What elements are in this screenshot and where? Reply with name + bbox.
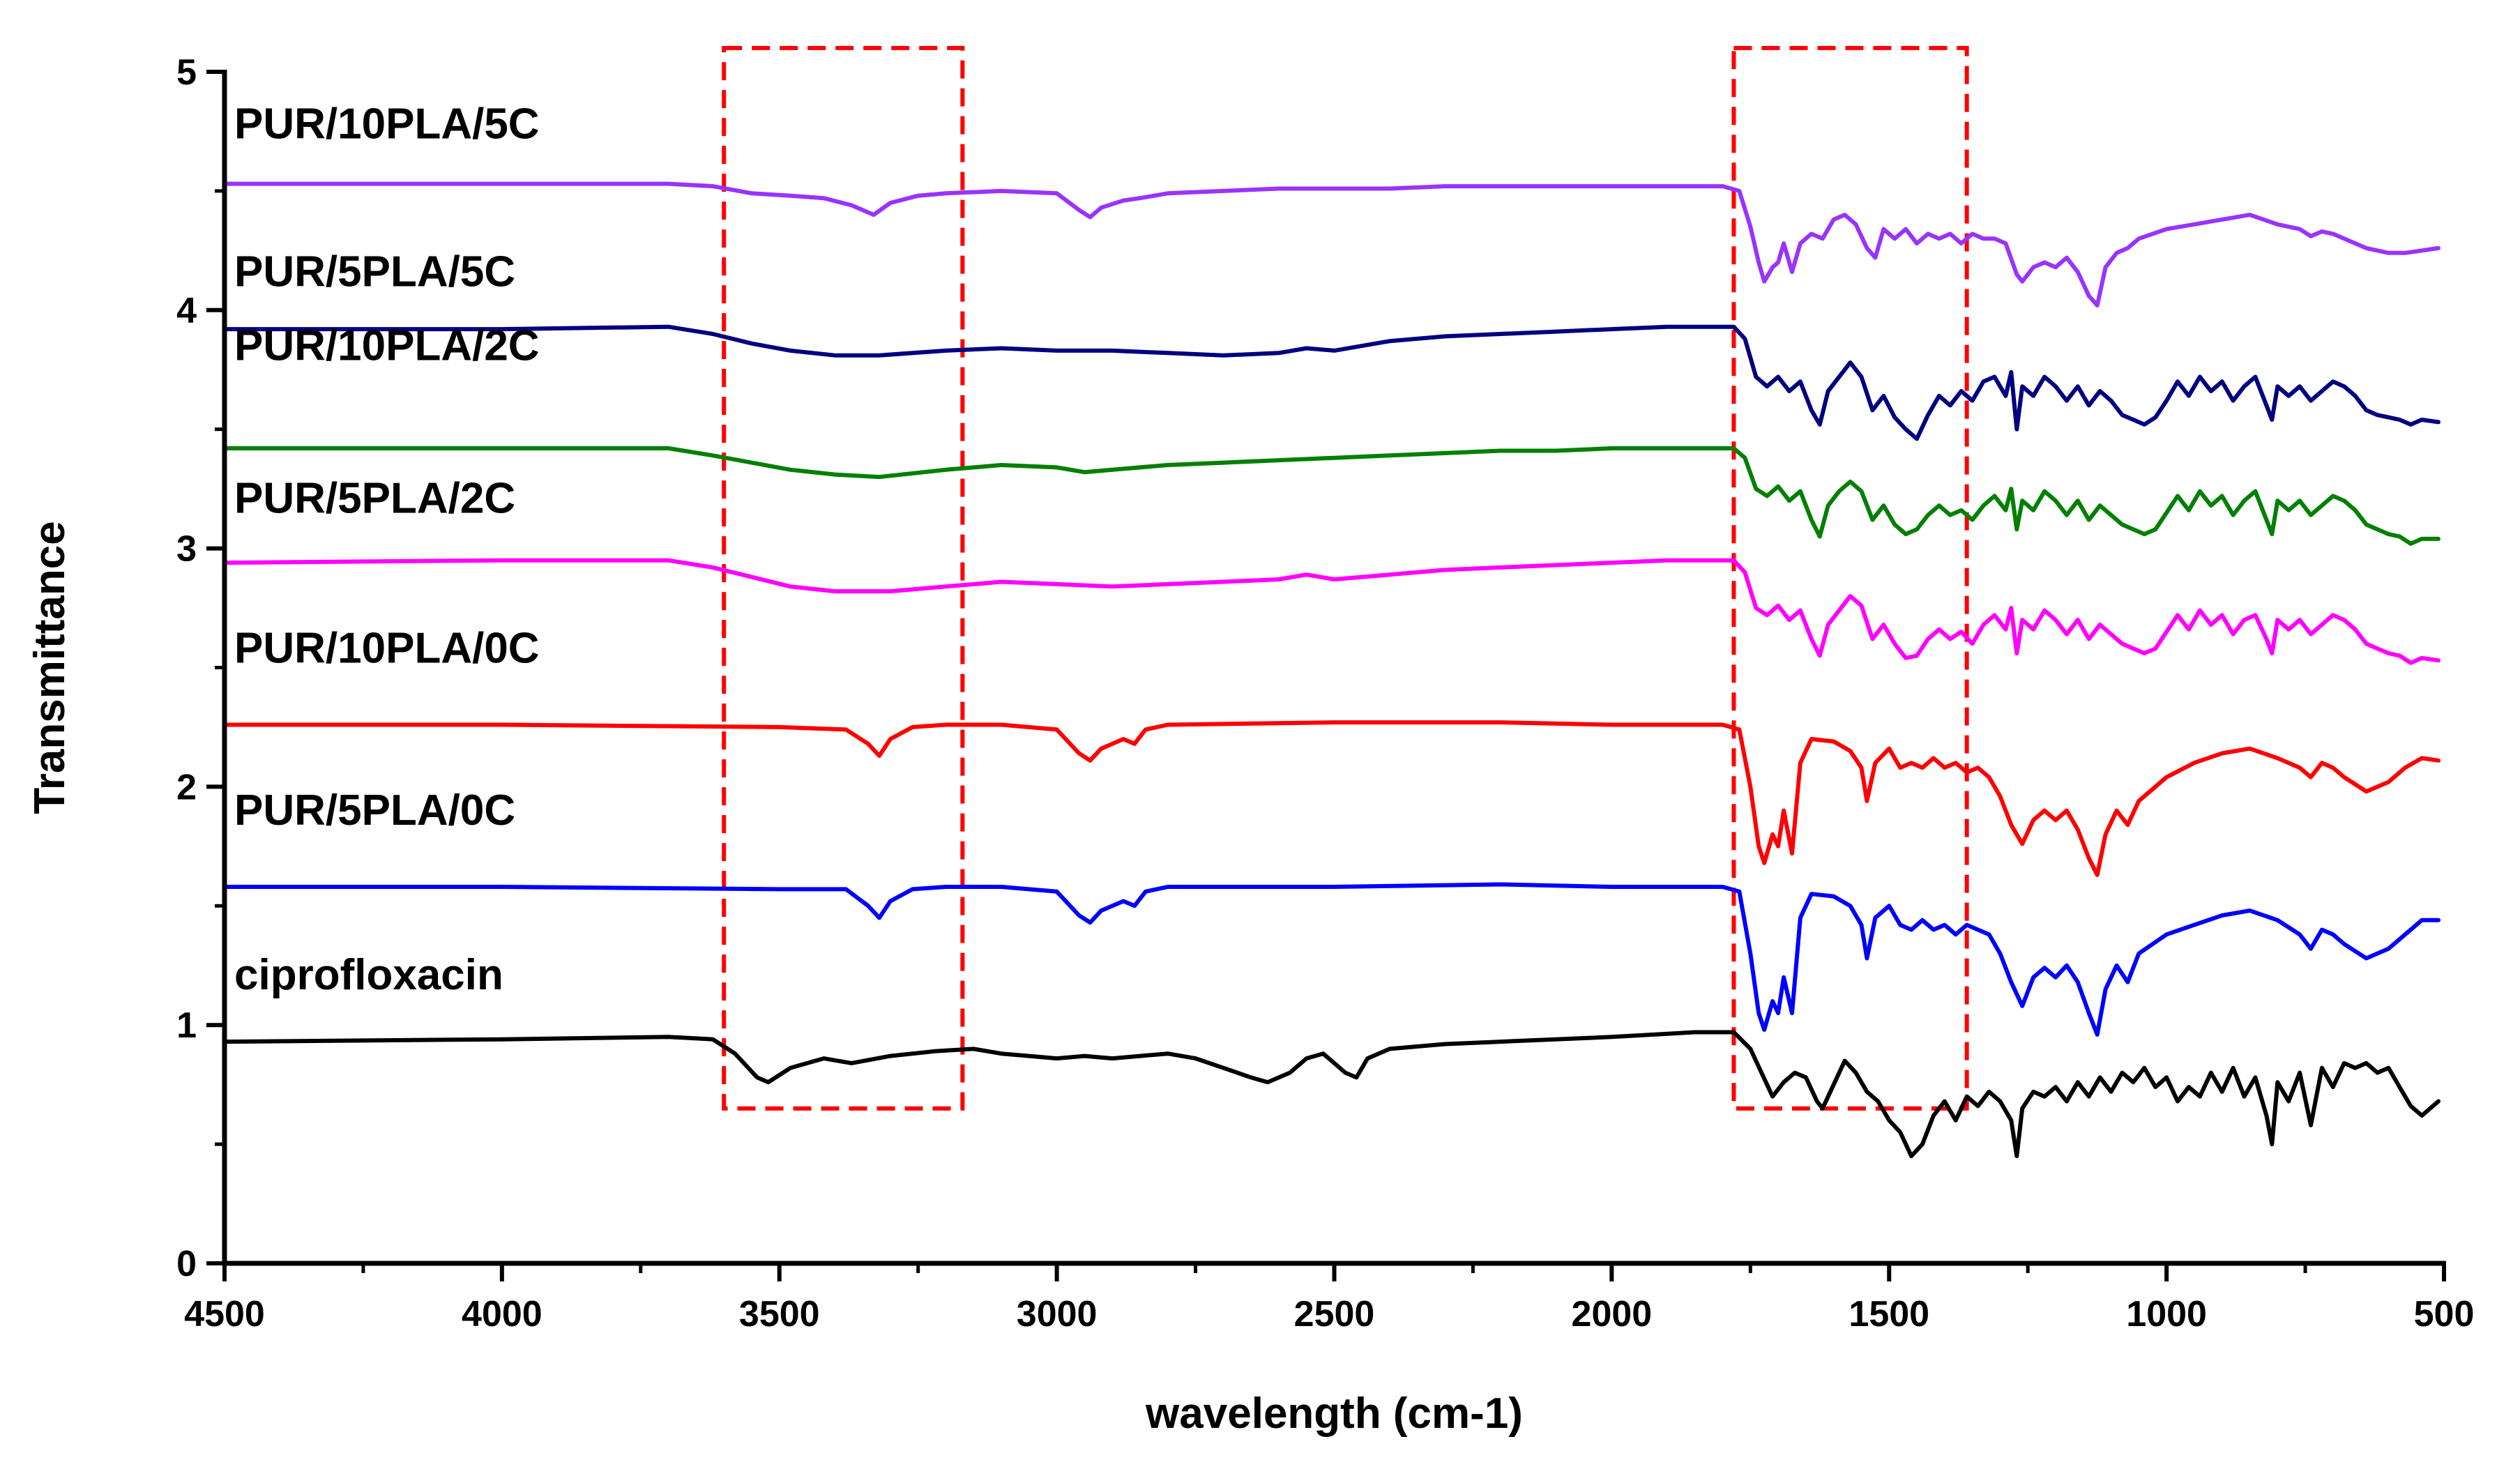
y-ticks-layer: 0 1 2 3 4 5	[176, 52, 225, 1284]
y-tick-label: 3	[176, 529, 197, 570]
series-label-pur-5pla-2c: PUR/5PLA/2C	[234, 474, 515, 522]
series-label-pur-10pla-0c: PUR/10PLA/0C	[234, 625, 540, 673]
series-labels-layer: ciprofloxacin PUR/5PLA/0C PUR/10PLA/0C PUR/…	[234, 100, 540, 999]
x-tick-label: 500	[2414, 1294, 2475, 1334]
y-tick-label: 1	[176, 1005, 197, 1046]
series-label-pur-10pla-2c: PUR/10PLA/2C	[234, 322, 540, 370]
y-tick-label: 0	[176, 1244, 197, 1284]
series-line-ciprofloxacin	[222, 1030, 2441, 1159]
x-axis-title: wavelength (cm-1)	[1145, 1390, 1523, 1438]
series-line-pur-10pla-2c	[222, 446, 2441, 546]
x-tick-label: 1000	[2126, 1294, 2207, 1334]
y-tick-label: 4	[176, 291, 197, 331]
series-label-pur-10pla-5c: PUR/10PLA/5C	[234, 100, 540, 149]
series-line-pur-10pla-0c	[222, 720, 2441, 877]
series-line-pur-10pla-5c	[222, 181, 2441, 307]
series-line-pur-5pla-5c	[222, 324, 2441, 441]
x-ticks-layer: 4500 4000 3500 3000 2500 2000 1500 1000 500	[184, 1263, 2474, 1334]
series-label-ciprofloxacin: ciprofloxacin	[234, 951, 503, 999]
x-tick-label: 1500	[1849, 1294, 1929, 1334]
x-tick-label: 2000	[1572, 1294, 1653, 1334]
x-tick-label: 3500	[739, 1294, 820, 1334]
series-label-pur-5pla-5c: PUR/5PLA/5C	[234, 248, 515, 296]
series-line-pur-5pla-2c	[222, 558, 2441, 665]
highlight-region-2	[1731, 45, 1969, 1111]
series-label-pur-5pla-0c: PUR/5PLA/0C	[234, 786, 515, 835]
series-layer	[222, 181, 2441, 1159]
x-tick-label: 3000	[1017, 1294, 1098, 1334]
series-line-pur-5pla-0c	[222, 882, 2441, 1037]
x-tick-label: 2500	[1294, 1294, 1375, 1334]
x-tick-label: 4000	[462, 1294, 542, 1334]
y-axis-title: Transmittance	[26, 521, 74, 814]
highlight-regions-layer	[722, 45, 1969, 1111]
y-tick-label: 5	[176, 52, 197, 93]
y-tick-label: 2	[176, 767, 197, 807]
highlight-region-1	[722, 45, 965, 1111]
x-tick-label: 4500	[184, 1294, 265, 1334]
